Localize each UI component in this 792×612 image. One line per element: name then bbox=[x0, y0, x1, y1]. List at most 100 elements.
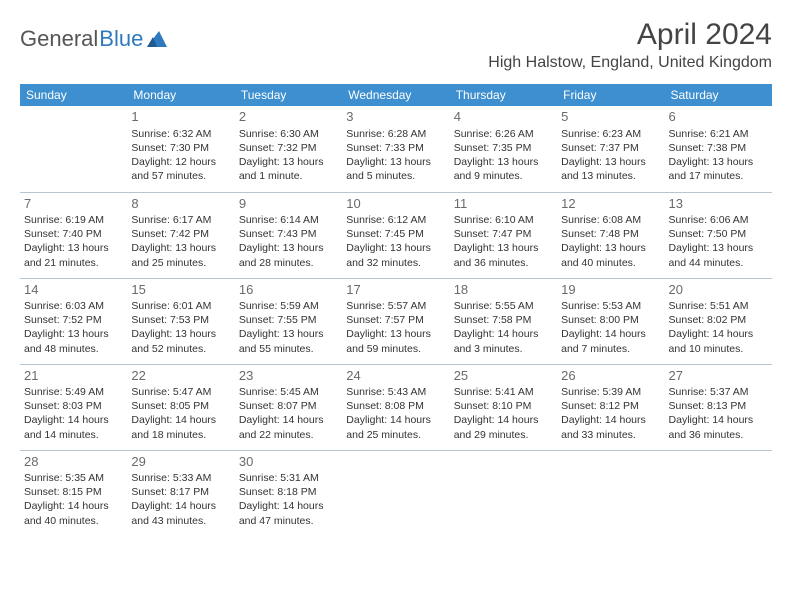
daylight-text: Daylight: 13 hours and 40 minutes. bbox=[561, 241, 660, 269]
day-number: 9 bbox=[239, 195, 338, 213]
day-cell: 5Sunrise: 6:23 AMSunset: 7:37 PMDaylight… bbox=[557, 106, 664, 192]
sunrise-text: Sunrise: 6:23 AM bbox=[561, 127, 660, 141]
day-number: 20 bbox=[669, 281, 768, 299]
daylight-text: Daylight: 13 hours and 21 minutes. bbox=[24, 241, 123, 269]
day-cell: 1Sunrise: 6:32 AMSunset: 7:30 PMDaylight… bbox=[127, 106, 234, 192]
day-number: 11 bbox=[454, 195, 553, 213]
daylight-text: Daylight: 14 hours and 33 minutes. bbox=[561, 413, 660, 441]
day-cell: 20Sunrise: 5:51 AMSunset: 8:02 PMDayligh… bbox=[665, 278, 772, 364]
day-cell: 27Sunrise: 5:37 AMSunset: 8:13 PMDayligh… bbox=[665, 364, 772, 450]
day-cell bbox=[557, 450, 664, 536]
sunrise-text: Sunrise: 5:43 AM bbox=[346, 385, 445, 399]
daylight-text: Daylight: 13 hours and 5 minutes. bbox=[346, 155, 445, 183]
day-cell: 30Sunrise: 5:31 AMSunset: 8:18 PMDayligh… bbox=[235, 450, 342, 536]
day-number: 22 bbox=[131, 367, 230, 385]
day-cell: 12Sunrise: 6:08 AMSunset: 7:48 PMDayligh… bbox=[557, 192, 664, 278]
day-number: 18 bbox=[454, 281, 553, 299]
sunset-text: Sunset: 7:37 PM bbox=[561, 141, 660, 155]
day-number: 27 bbox=[669, 367, 768, 385]
sunrise-text: Sunrise: 6:19 AM bbox=[24, 213, 123, 227]
weekday-row: Sunday Monday Tuesday Wednesday Thursday… bbox=[20, 84, 772, 106]
daylight-text: Daylight: 13 hours and 52 minutes. bbox=[131, 327, 230, 355]
sunrise-text: Sunrise: 6:30 AM bbox=[239, 127, 338, 141]
daylight-text: Daylight: 13 hours and 1 minute. bbox=[239, 155, 338, 183]
day-cell bbox=[342, 450, 449, 536]
sunrise-text: Sunrise: 5:55 AM bbox=[454, 299, 553, 313]
sunrise-text: Sunrise: 5:49 AM bbox=[24, 385, 123, 399]
sunset-text: Sunset: 8:10 PM bbox=[454, 399, 553, 413]
sunrise-text: Sunrise: 5:39 AM bbox=[561, 385, 660, 399]
sunset-text: Sunset: 7:42 PM bbox=[131, 227, 230, 241]
daylight-text: Daylight: 13 hours and 9 minutes. bbox=[454, 155, 553, 183]
daylight-text: Daylight: 13 hours and 28 minutes. bbox=[239, 241, 338, 269]
table-row: 14Sunrise: 6:03 AMSunset: 7:52 PMDayligh… bbox=[20, 278, 772, 364]
daylight-text: Daylight: 14 hours and 36 minutes. bbox=[669, 413, 768, 441]
sunset-text: Sunset: 8:07 PM bbox=[239, 399, 338, 413]
daylight-text: Daylight: 13 hours and 32 minutes. bbox=[346, 241, 445, 269]
day-number: 13 bbox=[669, 195, 768, 213]
day-cell: 24Sunrise: 5:43 AMSunset: 8:08 PMDayligh… bbox=[342, 364, 449, 450]
daylight-text: Daylight: 14 hours and 3 minutes. bbox=[454, 327, 553, 355]
day-cell: 9Sunrise: 6:14 AMSunset: 7:43 PMDaylight… bbox=[235, 192, 342, 278]
day-number: 6 bbox=[669, 108, 768, 126]
logo-word1: General bbox=[20, 26, 98, 52]
weekday-header: Tuesday bbox=[235, 84, 342, 106]
sunset-text: Sunset: 8:17 PM bbox=[131, 485, 230, 499]
day-number: 23 bbox=[239, 367, 338, 385]
daylight-text: Daylight: 13 hours and 13 minutes. bbox=[561, 155, 660, 183]
day-number: 16 bbox=[239, 281, 338, 299]
sunrise-text: Sunrise: 5:35 AM bbox=[24, 471, 123, 485]
sunset-text: Sunset: 7:47 PM bbox=[454, 227, 553, 241]
day-cell: 13Sunrise: 6:06 AMSunset: 7:50 PMDayligh… bbox=[665, 192, 772, 278]
day-cell: 21Sunrise: 5:49 AMSunset: 8:03 PMDayligh… bbox=[20, 364, 127, 450]
day-cell: 11Sunrise: 6:10 AMSunset: 7:47 PMDayligh… bbox=[450, 192, 557, 278]
table-row: 7Sunrise: 6:19 AMSunset: 7:40 PMDaylight… bbox=[20, 192, 772, 278]
sunset-text: Sunset: 8:15 PM bbox=[24, 485, 123, 499]
sunset-text: Sunset: 7:48 PM bbox=[561, 227, 660, 241]
day-number: 4 bbox=[454, 108, 553, 126]
day-cell: 8Sunrise: 6:17 AMSunset: 7:42 PMDaylight… bbox=[127, 192, 234, 278]
logo-sail-icon bbox=[145, 29, 169, 49]
sunrise-text: Sunrise: 5:47 AM bbox=[131, 385, 230, 399]
day-cell: 18Sunrise: 5:55 AMSunset: 7:58 PMDayligh… bbox=[450, 278, 557, 364]
month-title: April 2024 bbox=[488, 18, 772, 52]
day-number: 8 bbox=[131, 195, 230, 213]
day-cell: 19Sunrise: 5:53 AMSunset: 8:00 PMDayligh… bbox=[557, 278, 664, 364]
sunset-text: Sunset: 7:53 PM bbox=[131, 313, 230, 327]
weekday-header: Sunday bbox=[20, 84, 127, 106]
sunrise-text: Sunrise: 6:12 AM bbox=[346, 213, 445, 227]
daylight-text: Daylight: 13 hours and 48 minutes. bbox=[24, 327, 123, 355]
day-number: 12 bbox=[561, 195, 660, 213]
day-cell: 22Sunrise: 5:47 AMSunset: 8:05 PMDayligh… bbox=[127, 364, 234, 450]
day-number: 5 bbox=[561, 108, 660, 126]
day-number: 25 bbox=[454, 367, 553, 385]
daylight-text: Daylight: 14 hours and 40 minutes. bbox=[24, 499, 123, 527]
daylight-text: Daylight: 12 hours and 57 minutes. bbox=[131, 155, 230, 183]
sunset-text: Sunset: 7:52 PM bbox=[24, 313, 123, 327]
day-number: 19 bbox=[561, 281, 660, 299]
day-cell: 17Sunrise: 5:57 AMSunset: 7:57 PMDayligh… bbox=[342, 278, 449, 364]
sunset-text: Sunset: 8:18 PM bbox=[239, 485, 338, 499]
day-cell: 7Sunrise: 6:19 AMSunset: 7:40 PMDaylight… bbox=[20, 192, 127, 278]
day-number: 21 bbox=[24, 367, 123, 385]
sunset-text: Sunset: 8:08 PM bbox=[346, 399, 445, 413]
sunrise-text: Sunrise: 6:28 AM bbox=[346, 127, 445, 141]
day-cell: 6Sunrise: 6:21 AMSunset: 7:38 PMDaylight… bbox=[665, 106, 772, 192]
sunrise-text: Sunrise: 5:51 AM bbox=[669, 299, 768, 313]
daylight-text: Daylight: 14 hours and 47 minutes. bbox=[239, 499, 338, 527]
sunset-text: Sunset: 7:50 PM bbox=[669, 227, 768, 241]
daylight-text: Daylight: 14 hours and 25 minutes. bbox=[346, 413, 445, 441]
calendar-table: Sunday Monday Tuesday Wednesday Thursday… bbox=[20, 84, 772, 536]
daylight-text: Daylight: 13 hours and 17 minutes. bbox=[669, 155, 768, 183]
sunrise-text: Sunrise: 5:59 AM bbox=[239, 299, 338, 313]
sunrise-text: Sunrise: 6:08 AM bbox=[561, 213, 660, 227]
day-cell: 26Sunrise: 5:39 AMSunset: 8:12 PMDayligh… bbox=[557, 364, 664, 450]
logo: GeneralBlue bbox=[20, 26, 169, 52]
weekday-header: Saturday bbox=[665, 84, 772, 106]
day-cell: 23Sunrise: 5:45 AMSunset: 8:07 PMDayligh… bbox=[235, 364, 342, 450]
day-cell: 29Sunrise: 5:33 AMSunset: 8:17 PMDayligh… bbox=[127, 450, 234, 536]
daylight-text: Daylight: 14 hours and 10 minutes. bbox=[669, 327, 768, 355]
sunrise-text: Sunrise: 5:53 AM bbox=[561, 299, 660, 313]
day-cell: 4Sunrise: 6:26 AMSunset: 7:35 PMDaylight… bbox=[450, 106, 557, 192]
day-number: 17 bbox=[346, 281, 445, 299]
